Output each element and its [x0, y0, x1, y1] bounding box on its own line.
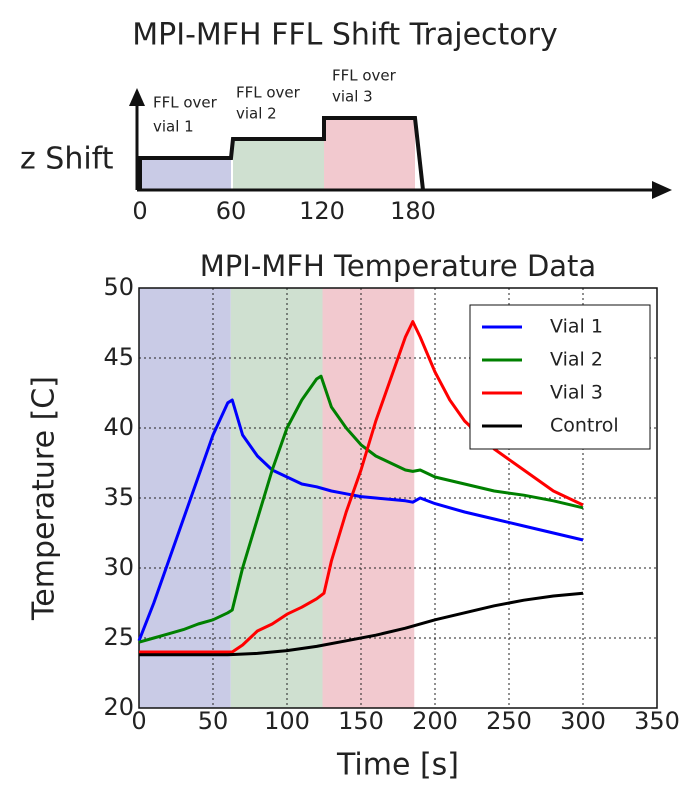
x-tick-label: 300 [560, 707, 606, 735]
region-label: FFL over [332, 67, 397, 85]
y-tick-label: 45 [103, 343, 134, 371]
x-tick-label: 0 [131, 707, 146, 735]
y-tick-label: 20 [103, 693, 134, 721]
y-axis-label: Temperature [C] [27, 376, 62, 621]
region [230, 288, 323, 708]
series-line [139, 320, 584, 654]
x-tick-label: 250 [486, 707, 532, 735]
region-label: FFL over [236, 84, 301, 102]
region [140, 158, 231, 190]
region-label: vial 1 [153, 118, 194, 136]
series-line [137, 398, 584, 642]
x-tick-label: 180 [390, 197, 436, 225]
x-axis-label: Time [s] [336, 748, 459, 783]
x-tick-label: 120 [299, 197, 345, 225]
x-tick-label: 200 [412, 707, 458, 735]
y-tick-label: 35 [103, 483, 134, 511]
top-y-label: z Shift [20, 142, 114, 177]
legend-label: Vial 1 [550, 316, 603, 338]
series-line [139, 591, 584, 657]
legend-label: Vial 3 [550, 382, 603, 404]
legend-label: Vial 2 [550, 349, 603, 371]
y-tick-label: 50 [103, 273, 134, 301]
series-line [138, 374, 584, 644]
plot-frame [138, 287, 658, 709]
y-tick-label: 30 [103, 553, 134, 581]
region-label: vial 2 [236, 105, 277, 123]
top-title: MPI-MFH FFL Shift Trajectory [132, 18, 558, 53]
x-tick-label: 100 [264, 707, 310, 735]
region [324, 118, 415, 190]
x-tick-label: 150 [338, 707, 384, 735]
x-tick-label: 60 [216, 197, 247, 225]
legend-label: Control [550, 415, 619, 437]
x-tick-label: 50 [198, 707, 229, 735]
x-tick-label: 0 [132, 197, 147, 225]
region-label: FFL over [153, 94, 218, 112]
y-tick-label: 40 [103, 413, 134, 441]
x-arrow [652, 181, 672, 199]
y-arrow [129, 88, 145, 106]
y-tick-label: 25 [103, 623, 134, 651]
x-tick-label: 350 [634, 707, 680, 735]
bottom-title: MPI-MFH Temperature Data [200, 249, 596, 283]
region-label: vial 3 [332, 88, 373, 106]
trajectory-line [138, 116, 425, 191]
region [233, 139, 324, 190]
